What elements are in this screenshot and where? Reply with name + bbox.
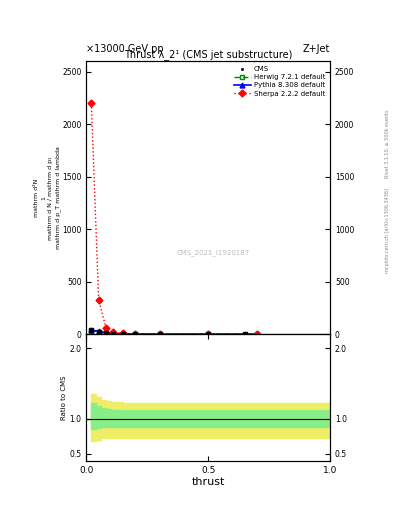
Title: Thrust λ_2¹ (CMS jet substructure): Thrust λ_2¹ (CMS jet substructure) <box>124 49 292 60</box>
Text: mcplots.cern.ch [arXiv:1306.3436]: mcplots.cern.ch [arXiv:1306.3436] <box>385 188 389 273</box>
Y-axis label: Ratio to CMS: Ratio to CMS <box>61 375 67 420</box>
Legend: CMS, Herwig 7.2.1 default, Pythia 8.308 default, Sherpa 2.2.2 default: CMS, Herwig 7.2.1 default, Pythia 8.308 … <box>232 65 327 98</box>
X-axis label: thrust: thrust <box>192 477 225 487</box>
Text: CMS_2021_I1920187: CMS_2021_I1920187 <box>176 249 250 255</box>
Text: ×13000 GeV pp: ×13000 GeV pp <box>86 44 164 54</box>
Text: Z+Jet: Z+Jet <box>303 44 330 54</box>
Y-axis label: mathrm d²N
1
mathrm d N / mathrm d p₁
mathrm d p_T mathrm d lambda: mathrm d²N 1 mathrm d N / mathrm d p₁ ma… <box>34 146 61 249</box>
Text: Rivet 3.1.10, ≥ 500k events: Rivet 3.1.10, ≥ 500k events <box>385 109 389 178</box>
